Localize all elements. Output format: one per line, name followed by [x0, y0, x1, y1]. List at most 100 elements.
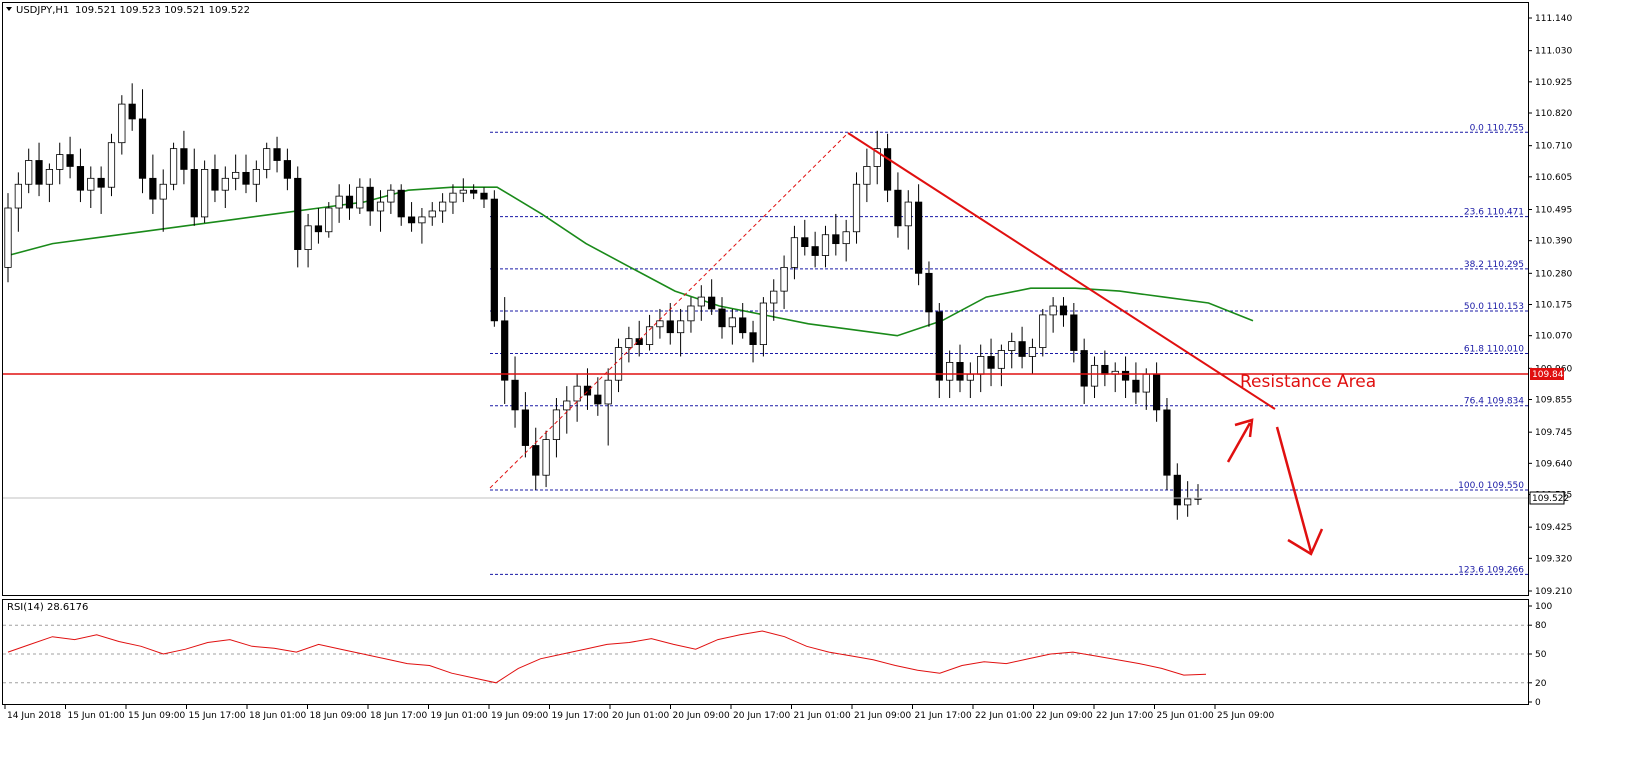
candle [407, 202, 416, 232]
bearish-candle-body [1101, 364, 1109, 375]
candle [708, 279, 716, 315]
bullish-candle-body [25, 160, 33, 185]
time-tick-label: 25 Jun 09:00 [1217, 711, 1274, 721]
candle [790, 225, 799, 280]
bearish-candle-body [314, 225, 323, 233]
candle [873, 130, 881, 185]
bearish-candle-body [366, 186, 374, 212]
candle [294, 166, 302, 268]
candle [221, 166, 229, 209]
candle [997, 344, 1005, 387]
bearish-candle-body [532, 445, 540, 476]
bearish-candle-body [242, 171, 250, 185]
bullish-candle-body [1049, 305, 1057, 316]
time-tick-label: 21 Jun 09:00 [854, 711, 911, 721]
candle [521, 392, 529, 458]
price-tick-label: 109.320 [1535, 554, 1572, 564]
candle [14, 172, 22, 232]
bearish-candle-body [480, 192, 488, 200]
price-tick-label: 110.925 [1535, 78, 1572, 88]
bullish-candle-body [842, 231, 850, 245]
price-tick-label: 110.710 [1535, 142, 1572, 152]
bearish-candle-body [397, 189, 405, 218]
candle [1121, 356, 1130, 399]
fib-anchor-line[interactable] [489, 132, 849, 489]
time-axis: 14 Jun 2018 15 Jun 01:00 15 Jun 09:00 15 Ju… [4, 705, 1274, 721]
bullish-candle-body [852, 183, 861, 233]
bearish-candle-body [283, 160, 291, 179]
quote-label: 109.521 109.523 109.521 109.522 [75, 5, 250, 16]
bearish-candle-body [211, 169, 219, 191]
fib-level-label: 123.6 109.266 [1458, 565, 1524, 575]
rsi-tick-label: 100 [1535, 602, 1552, 612]
time-tick-label: 22 Jun 17:00 [1096, 711, 1153, 721]
bearish-candle-body [1132, 379, 1140, 393]
candle [490, 190, 498, 327]
candle [956, 344, 964, 393]
candle [635, 320, 643, 357]
candle [283, 148, 291, 191]
candle [915, 184, 923, 286]
bullish-candle-body [728, 317, 736, 328]
bearish-candle-body [35, 160, 43, 185]
bullish-candle-body [304, 225, 312, 250]
fibonacci-levels: 0.0 110.755 23.6 110.471 38.2 110.295 50.0 … [490, 123, 1528, 575]
bullish-candle-body [232, 171, 240, 179]
bearish-candle-body [345, 195, 354, 209]
bullish-candle-body [997, 350, 1005, 369]
bullish-candle-body [252, 169, 260, 185]
bullish-candle-body [221, 177, 229, 191]
candle [987, 338, 995, 387]
candle [1070, 303, 1078, 363]
bearish-candle-body [708, 296, 716, 310]
candle [542, 430, 550, 488]
bearish-candle-body [511, 379, 519, 411]
bullish-candle-body [946, 361, 954, 381]
time-tick-label: 18 Jun 01:00 [249, 711, 306, 721]
candle [511, 356, 519, 428]
bearish-trend-line[interactable] [847, 132, 1276, 410]
moving-average [7, 186, 1254, 337]
candle [335, 184, 343, 223]
candle [397, 184, 405, 226]
bullish-candle-body [263, 148, 271, 170]
candle [418, 208, 426, 244]
candle [832, 213, 840, 256]
current-price-tag [1529, 491, 1565, 505]
candle [470, 184, 478, 200]
candle [449, 184, 457, 214]
rsi-panel [2, 599, 1529, 705]
bullish-candle-body [873, 148, 881, 167]
candle [190, 148, 198, 226]
time-tick-label: 15 Jun 01:00 [68, 711, 125, 721]
resistance-area-label: Resistance Area [1240, 372, 1376, 392]
candle [273, 136, 281, 173]
candle [604, 368, 612, 446]
candle [925, 261, 933, 327]
price-tick-label: 110.390 [1535, 237, 1572, 247]
bearish-candle-body [925, 272, 933, 313]
fib-level-label: 100.0 109.550 [1458, 481, 1524, 491]
dropdown-arrow-icon[interactable] [6, 7, 12, 11]
bullish-candle-body [356, 186, 364, 209]
rsi-line [7, 630, 1207, 684]
candle [801, 219, 809, 256]
bearish-candle-body [915, 201, 923, 274]
bearish-candle-body [583, 385, 592, 396]
bullish-candle-body [625, 338, 633, 348]
candle [728, 308, 736, 345]
bearish-candle-body [1121, 370, 1130, 381]
candle [759, 297, 767, 357]
bullish-candle-body [697, 296, 705, 307]
candle [387, 184, 395, 214]
candle [583, 368, 592, 410]
bearish-candle-body [273, 148, 281, 161]
candle [1184, 481, 1192, 517]
candle [439, 193, 447, 223]
candle [749, 320, 757, 363]
rsi-tick-label: 0 [1535, 698, 1541, 708]
candle [656, 308, 664, 339]
time-tick-label: 20 Jun 17:00 [733, 711, 790, 721]
bearish-candle-body [739, 317, 747, 334]
bullish-candle-body [14, 183, 22, 209]
